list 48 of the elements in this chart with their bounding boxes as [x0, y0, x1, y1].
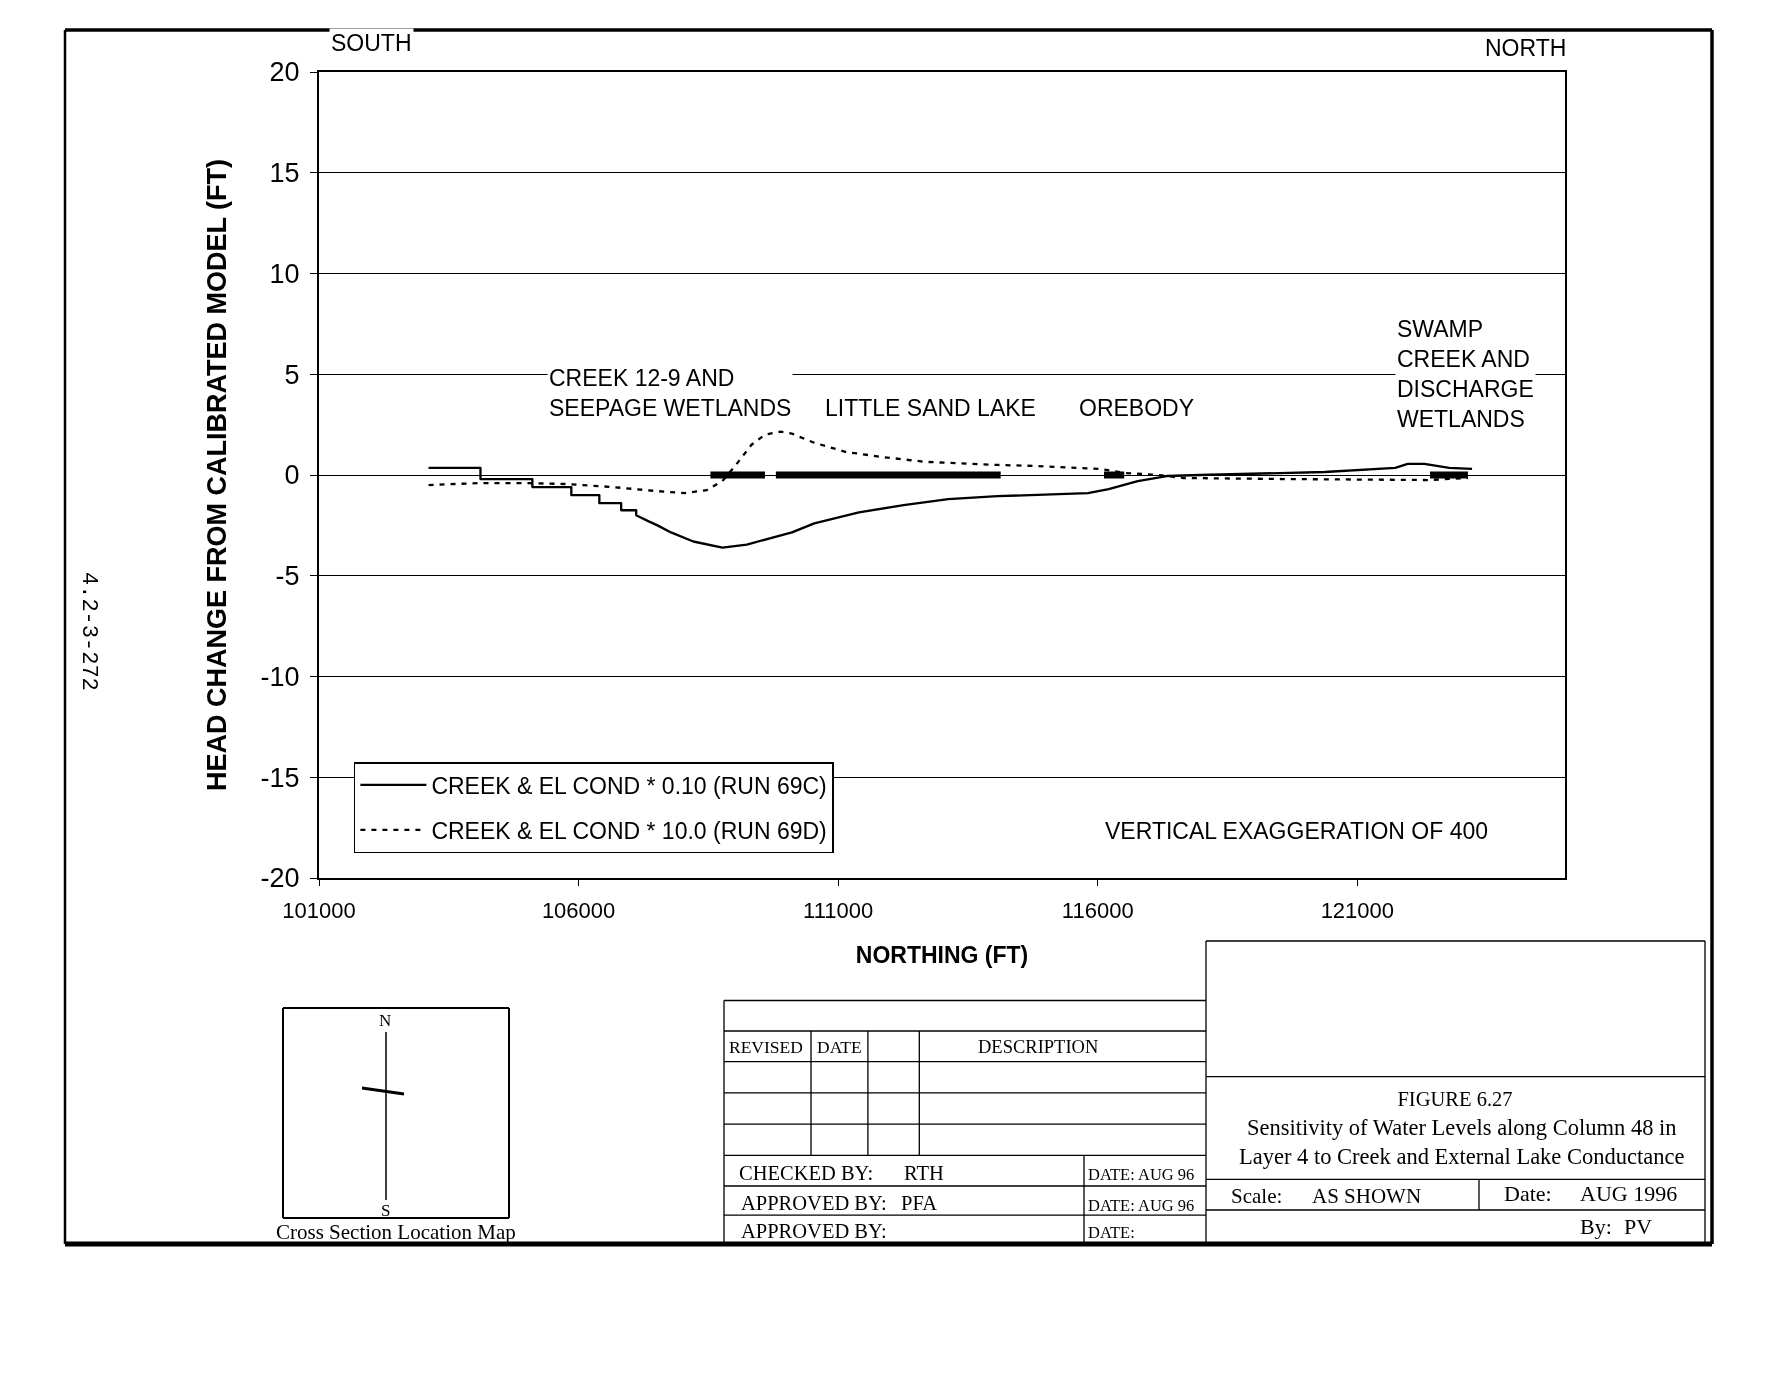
x-tick-label: 116000 — [1061, 898, 1134, 924]
text: PV — [1624, 1214, 1653, 1239]
text: S — [381, 1201, 391, 1220]
text: FIGURE 6.27 — [1397, 1088, 1513, 1111]
text: REVISED — [729, 1037, 803, 1057]
text: DATE: — [1088, 1223, 1135, 1242]
y-tick-label: 0 — [284, 460, 300, 491]
text: PFA — [901, 1192, 938, 1214]
annotation: SWAMP CREEK AND DISCHARGE WETLANDS — [1397, 316, 1534, 432]
text: DATE — [817, 1037, 862, 1057]
text: APPROVED BY: — [741, 1192, 887, 1214]
text: Scale: — [1231, 1184, 1283, 1208]
y-tick-label: -10 — [260, 661, 300, 692]
x-tick-label: 121000 — [1320, 898, 1395, 924]
text: DESCRIPTION — [978, 1037, 1099, 1057]
text: APPROVED BY: — [741, 1220, 887, 1242]
y-tick-label: 15 — [269, 158, 300, 189]
y-tick-label: -20 — [260, 863, 300, 894]
annotation: OREBODY — [1079, 395, 1195, 421]
text: AUG 1996 — [1580, 1181, 1678, 1206]
y-tick-label: 10 — [269, 258, 300, 289]
x-tick-label: 111000 — [803, 898, 874, 924]
text: AS SHOWN — [1312, 1184, 1422, 1208]
annotation: LITTLE SAND LAKE — [825, 395, 1036, 421]
legend-label: CREEK & EL COND * 0.10 (RUN 69C) — [431, 772, 827, 799]
x-tick-label: 106000 — [541, 898, 616, 924]
text: SOUTH — [331, 30, 412, 56]
text: Cross Section Location Map — [276, 1220, 516, 1244]
text: DATE: AUG 96 — [1088, 1196, 1195, 1215]
x-tick-label: 101000 — [282, 898, 356, 924]
text: Date: — [1504, 1181, 1552, 1206]
annotation: CREEK 12-9 AND SEEPAGE WETLANDS — [549, 365, 792, 421]
text: By: — [1580, 1214, 1612, 1239]
text: DATE: AUG 96 — [1088, 1165, 1195, 1184]
y-tick-label: 20 — [269, 57, 300, 88]
y-axis-title: HEAD CHANGE FROM CALIBRATED MODEL (FT) — [202, 159, 233, 791]
annotation: VERTICAL EXAGGERATION OF 400 — [1105, 818, 1489, 844]
text: RTH — [904, 1162, 944, 1184]
legend-label: CREEK & EL COND * 10.0 (RUN 69D) — [431, 817, 827, 844]
text: CHECKED BY: — [739, 1162, 874, 1184]
y-tick-label: -15 — [260, 762, 300, 793]
y-tick-label: 5 — [284, 359, 300, 390]
y-tick-label: -5 — [275, 561, 300, 592]
text: N — [379, 1011, 392, 1030]
x-axis-title: NORTHING (FT) — [855, 941, 1029, 968]
text: NORTH — [1485, 35, 1567, 61]
text: Sensitivity of Water Levels along Column 48 in Layer 4 to Creek and External Lake Conductance — [1239, 1115, 1685, 1170]
text: 4.2-3-272 — [76, 572, 101, 691]
